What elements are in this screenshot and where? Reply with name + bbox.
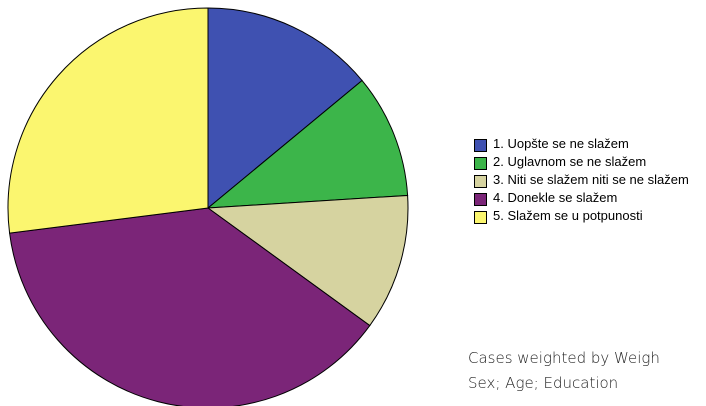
legend-label: 2. Uglavnom se ne slažem — [493, 154, 647, 169]
pie-slice — [206, 79, 409, 209]
footnote: Cases weighted by Weigh — [468, 349, 660, 367]
footnote: Sex; Age; Education — [468, 374, 619, 392]
legend-swatch — [474, 211, 487, 224]
pie-slice — [9, 207, 371, 406]
legend-swatch — [474, 175, 487, 188]
legend-label: 3. Niti se slažem niti se ne slažem — [493, 172, 689, 187]
legend-label: 4. Donekle se slažem — [493, 190, 618, 205]
legend-entry: 4. Donekle se slažem — [474, 190, 706, 206]
legend-entry: 2. Uglavnom se ne slažem — [474, 154, 706, 170]
legend-entry: 3. Niti se slažem niti se ne slažem — [474, 172, 706, 188]
legend: 1. Uopšte se ne slažem 2. Uglavnom se ne … — [474, 136, 706, 228]
legend-swatch — [474, 157, 487, 170]
pie-slice — [7, 7, 209, 234]
legend-label: 1. Uopšte se ne slažem — [493, 136, 629, 151]
pie-slice — [207, 7, 363, 210]
legend-label: 5. Slažem se u potpunosti — [493, 208, 643, 223]
pie-slice — [206, 194, 409, 327]
legend-entry: 5. Slažem se u potpunosti — [474, 208, 706, 224]
legend-swatch — [474, 139, 487, 152]
legend-swatch — [474, 193, 487, 206]
legend-entry: 1. Uopšte se ne slažem — [474, 136, 706, 152]
pie — [7, 7, 409, 406]
